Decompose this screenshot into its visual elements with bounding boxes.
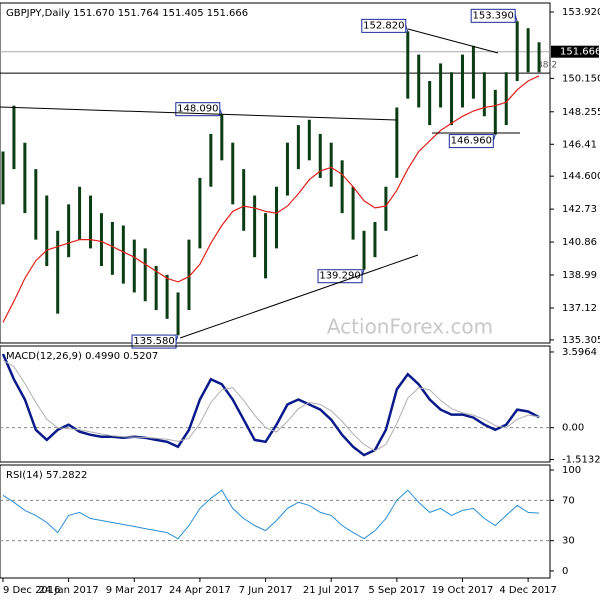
x-tick-label: 9 Mar 2017 <box>106 585 163 596</box>
trend-line <box>407 28 499 54</box>
annotation-tick <box>219 108 223 115</box>
y-tick-label: 30 <box>562 536 575 547</box>
x-tick-label: 7 Jun 2017 <box>239 585 293 596</box>
series-line <box>2 489 540 540</box>
annotation-box <box>131 334 177 349</box>
annotation-tick <box>514 15 518 22</box>
annotation-label: 146.960 <box>451 136 492 147</box>
y-tick-label: 142.73 <box>562 204 597 215</box>
y-tick-label: 70 <box>562 495 575 506</box>
y-tick-label: 146.41 <box>562 139 597 150</box>
fib-label: 38.2 <box>537 61 557 71</box>
y-tick-label: 153.920 <box>562 7 600 18</box>
trend-line <box>179 254 419 339</box>
x-tick-label: 19 Oct 2017 <box>432 585 494 596</box>
series-line <box>2 359 540 452</box>
x-tick-label: 4 Dec 2017 <box>499 585 557 596</box>
annotation-tick <box>492 134 496 141</box>
annotation-label: 152.820 <box>363 20 404 31</box>
y-tick-label: 150.150 <box>562 73 600 84</box>
y-tick-label: 137.12 <box>562 303 597 314</box>
annotation-label: 153.390 <box>473 10 514 21</box>
panel-title: MACD(12,26,9) 0.4990 0.5207 <box>6 351 158 362</box>
y-tick-label: -1.5132 <box>562 455 600 466</box>
y-tick-label: 3.5964 <box>562 347 597 358</box>
annotation-label: 148.090 <box>177 104 218 115</box>
y-tick-label: 100 <box>562 465 581 476</box>
y-tick-label: 135.305 <box>562 335 600 346</box>
annotation-label: 135.580 <box>133 336 174 347</box>
x-tick-label: 24 Jan 2017 <box>39 585 99 596</box>
y-tick-label: 144.600 <box>562 171 600 182</box>
x-tick-label: 9 Dec 2016 <box>3 585 61 596</box>
panel-title: RSI(14) 57.2822 <box>6 470 87 481</box>
y-tick-label: 140.86 <box>562 237 597 248</box>
series-line <box>1 353 540 457</box>
annotation-tick <box>175 334 179 342</box>
trend-lines <box>0 28 520 339</box>
moving-average <box>2 75 540 323</box>
x-tick-label: 5 Sep 2017 <box>368 585 425 596</box>
annotation-tick <box>405 25 409 32</box>
watermark: ActionForex.com <box>327 315 493 339</box>
last-price-box <box>551 45 599 58</box>
y-tick-label: 0.00 <box>562 423 584 434</box>
panel-title: GBPJPY,Daily 151.670 151.764 151.405 151… <box>6 8 248 19</box>
trend-line <box>0 106 398 121</box>
x-tick-label: 24 Apr 2017 <box>169 585 231 596</box>
y-tick-label: 148.255 <box>562 107 600 118</box>
x-tick-label: 21 Jul 2017 <box>303 585 360 596</box>
annotation-box <box>448 134 494 149</box>
annotation-label: 139.290 <box>319 271 360 282</box>
y-tick-label: 138.99 <box>562 270 597 281</box>
last-price-label: 151.666 <box>560 47 600 58</box>
y-tick-label: 0 <box>562 566 568 577</box>
